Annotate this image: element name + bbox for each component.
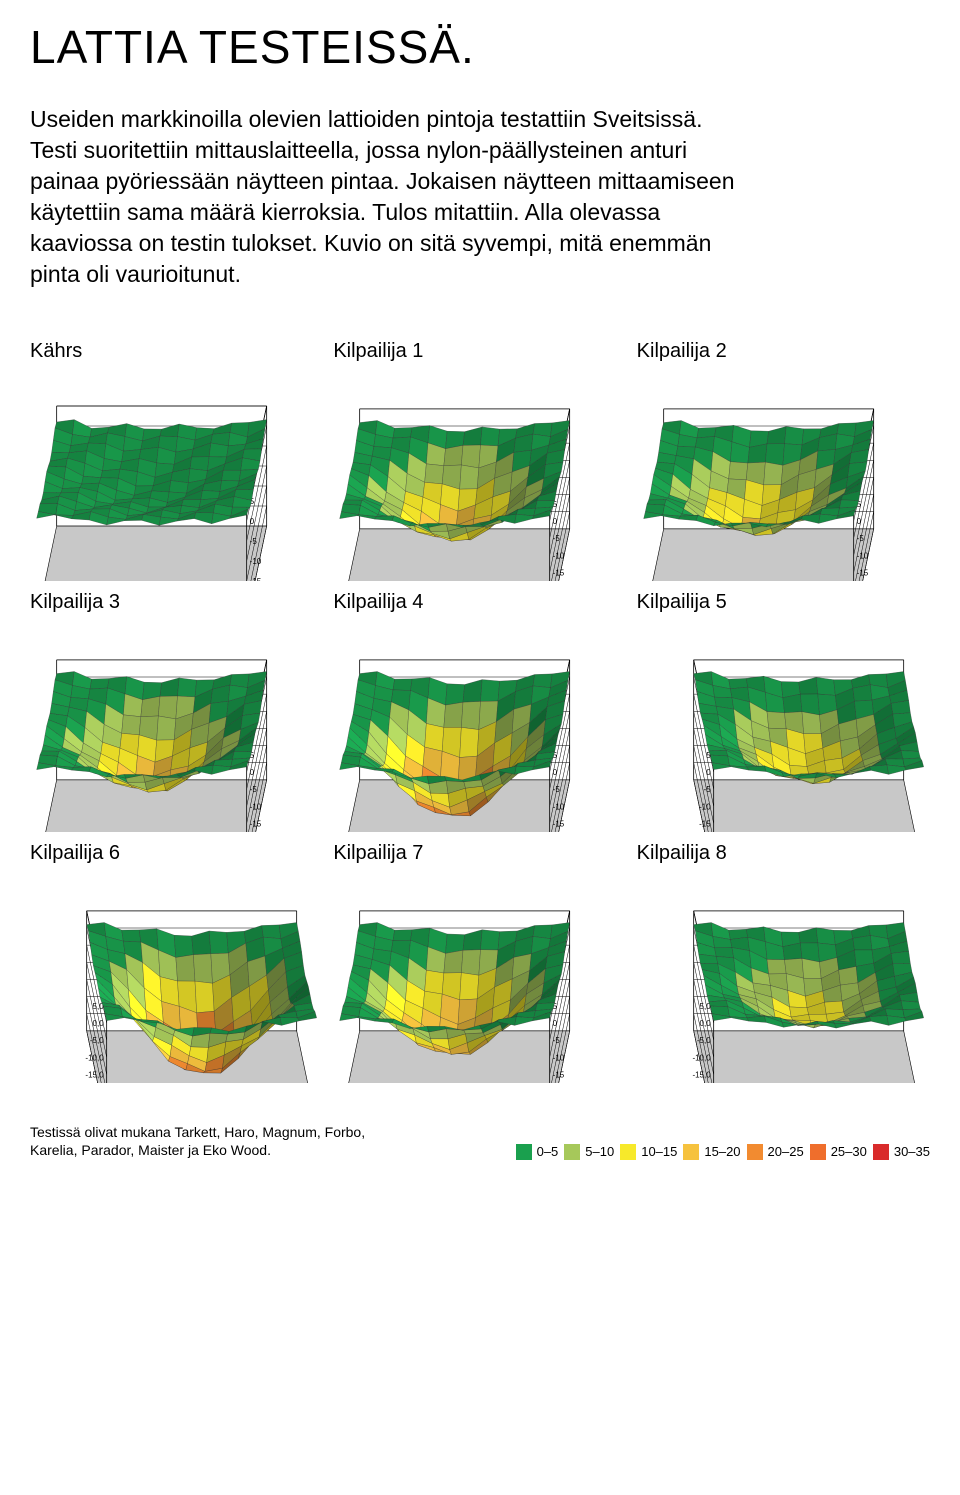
svg-text:-15: -15 [856, 569, 868, 578]
surface-chart: 50-5-10-15-20-25-30 [637, 622, 930, 832]
color-legend: 0–5 5–10 10–15 15–20 20–25 25–30 30–35 [516, 1144, 930, 1160]
svg-text:-10: -10 [553, 1054, 565, 1063]
surface-chart: 50-5-10-15-20-25-30 [637, 371, 930, 581]
chart-title: Kilpailija 6 [30, 842, 323, 865]
svg-text:-15: -15 [250, 820, 262, 829]
svg-text:-10: -10 [553, 803, 565, 812]
legend-swatch [873, 1144, 889, 1160]
chart-title: Kilpailija 1 [333, 340, 626, 363]
svg-text:-10,0: -10,0 [692, 1054, 711, 1063]
chart-title: Kährs [30, 340, 323, 363]
chart-cell: Kilpailija 350-5-10-15-20-25-30 [30, 591, 323, 832]
svg-text:-10: -10 [856, 552, 868, 561]
svg-text:0: 0 [250, 517, 255, 526]
surface-chart: 50-5-10-15-20-25-30 [333, 371, 626, 581]
svg-text:-5,0: -5,0 [90, 1036, 104, 1045]
legend-swatch [747, 1144, 763, 1160]
chart-cell: Kilpailija 450-5-10-15-20-25-30 [333, 591, 626, 832]
chart-cell: Kilpailija 150-5-10-15-20-25-30 [333, 340, 626, 581]
svg-text:-15,0: -15,0 [692, 1071, 711, 1080]
footnote: Testissä olivat mukana Tarkett, Haro, Ma… [30, 1123, 410, 1159]
legend-swatch [810, 1144, 826, 1160]
chart-cell: Kilpailija 65,00,0-5,0-10,0-15,0-20,0-25… [30, 842, 323, 1083]
legend-swatch [564, 1144, 580, 1160]
legend-label: 0–5 [537, 1144, 559, 1159]
svg-text:-15,0: -15,0 [85, 1071, 104, 1080]
surface-chart: 50-5-10-15-20-25-30 [333, 622, 626, 832]
svg-text:-10,0: -10,0 [85, 1054, 104, 1063]
legend-swatch [683, 1144, 699, 1160]
chart-title: Kilpailija 7 [333, 842, 626, 865]
surface-chart: 5,00,0-5,0-10,0-15,0-20,0-25,0-30,0 [637, 873, 930, 1083]
chart-grid: Kährs 50-5-10-15-20-25 Kilpailija 1 50-5-10… [30, 340, 930, 1083]
chart-cell: Kilpailija 750-5-10-15-20-25-30 [333, 842, 626, 1083]
chart-title: Kilpailija 4 [333, 591, 626, 614]
legend-item: 5–10 [564, 1144, 614, 1160]
svg-text:-15: -15 [553, 820, 565, 829]
legend-item: 20–25 [747, 1144, 804, 1160]
legend-label: 5–10 [585, 1144, 614, 1159]
chart-cell: Kilpailija 5 50-5-10-15-20-25-30 [637, 591, 930, 832]
legend-label: 30–35 [894, 1144, 930, 1159]
chart-title: Kilpailija 3 [30, 591, 323, 614]
page-title: LATTIA TESTEISSÄ. [30, 20, 930, 74]
legend-label: 15–20 [704, 1144, 740, 1159]
svg-text:-10: -10 [553, 552, 565, 561]
intro-text: Useiden markkinoilla olevien lattioiden … [30, 104, 750, 290]
chart-title: Kilpailija 5 [637, 591, 930, 614]
surface-chart: 50-5-10-15-20-25-30 [333, 873, 626, 1083]
chart-title: Kilpailija 8 [637, 842, 930, 865]
surface-chart: 5,00,0-5,0-10,0-15,0-20,0-25,0-30,0 [30, 873, 323, 1083]
footer: Testissä olivat mukana Tarkett, Haro, Ma… [30, 1123, 930, 1159]
legend-swatch [620, 1144, 636, 1160]
surface-chart: 50-5-10-15-20-25-30 [30, 622, 323, 832]
legend-label: 20–25 [768, 1144, 804, 1159]
svg-text:-15: -15 [553, 1071, 565, 1080]
legend-item: 25–30 [810, 1144, 867, 1160]
chart-cell: Kilpailija 85,00,0-5,0-10,0-15,0-20,0-25… [637, 842, 930, 1083]
legend-item: 30–35 [873, 1144, 930, 1160]
chart-cell: Kilpailija 250-5-10-15-20-25-30 [637, 340, 930, 581]
legend-label: 10–15 [641, 1144, 677, 1159]
legend-label: 25–30 [831, 1144, 867, 1159]
legend-item: 0–5 [516, 1144, 559, 1160]
surface-chart: 50-5-10-15-20-25 [30, 371, 323, 581]
chart-cell: Kährs 50-5-10-15-20-25 [30, 340, 323, 581]
svg-text:-5,0: -5,0 [697, 1036, 711, 1045]
svg-text:-10: -10 [250, 803, 262, 812]
chart-title: Kilpailija 2 [637, 340, 930, 363]
legend-item: 10–15 [620, 1144, 677, 1160]
legend-item: 15–20 [683, 1144, 740, 1160]
legend-swatch [516, 1144, 532, 1160]
svg-text:-15: -15 [553, 569, 565, 578]
